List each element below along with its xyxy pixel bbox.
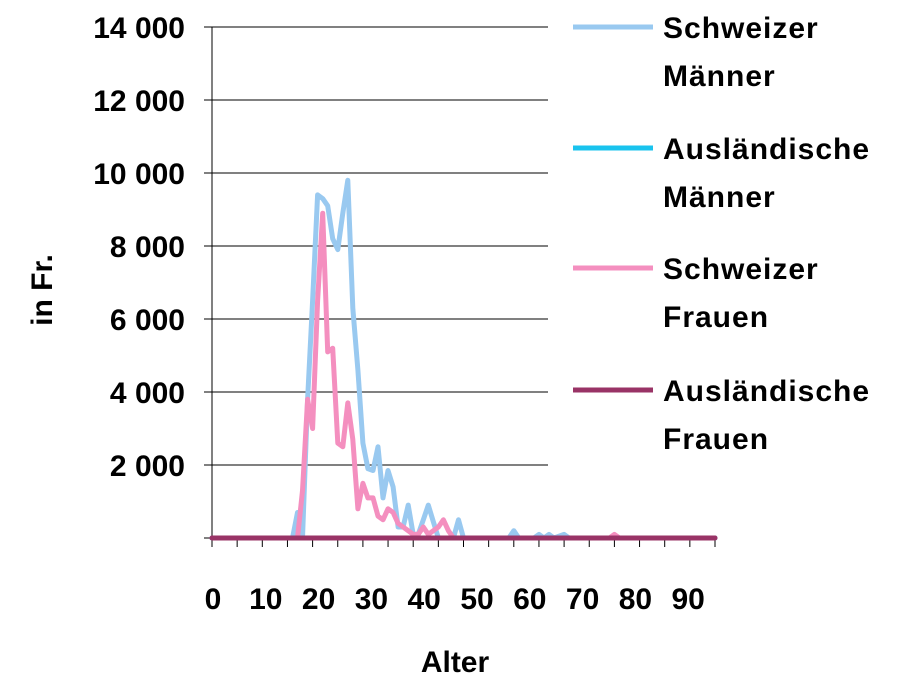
legend-label: Ausländische (663, 133, 870, 166)
legend-label: Schweizer (663, 12, 819, 45)
y-tick-label: 6 000 (110, 304, 185, 337)
axes (211, 27, 716, 547)
x-tick-label: 30 (355, 583, 388, 616)
series-line-3 (209, 210, 718, 541)
y-tick-label: 10 000 (93, 158, 185, 191)
series-line-1 (209, 177, 718, 541)
legend: Schweizer Männer Ausländische Männer Schweiz… (573, 12, 870, 456)
y-tick-label: 14 000 (93, 12, 185, 45)
x-tick-label: 90 (672, 583, 705, 616)
y-axis-title: in Fr. (26, 254, 59, 326)
x-tick-label: 60 (513, 583, 546, 616)
y-tick-label: 4 000 (110, 377, 185, 410)
legend-label: Ausländische (663, 375, 870, 408)
y-tick-label: 2 000 (110, 450, 185, 483)
legend-label: Frauen (663, 301, 769, 334)
legend-label: Männer (663, 60, 776, 93)
x-tick-label: 80 (619, 583, 652, 616)
x-tick-label: 70 (566, 583, 599, 616)
y-tick-labels: 2 000 4 000 6 000 8 000 10 000 12 000 14 000 (93, 12, 185, 483)
x-tick-labels: 0 10 20 30 40 50 60 70 80 90 (205, 583, 705, 616)
legend-label: Frauen (663, 423, 769, 456)
x-tick-label: 0 (205, 583, 222, 616)
y-tick-label: 8 000 (110, 231, 185, 264)
x-tick-label: 20 (302, 583, 335, 616)
x-tick-label: 50 (460, 583, 493, 616)
x-tick-label: 10 (249, 583, 282, 616)
x-tick-label: 40 (408, 583, 441, 616)
series-lines (209, 177, 718, 541)
y-tick-label: 12 000 (93, 85, 185, 118)
x-axis-title: Alter (421, 646, 490, 677)
legend-label: Männer (663, 181, 776, 214)
legend-label: Schweizer (663, 253, 819, 286)
gridlines (204, 26, 548, 539)
